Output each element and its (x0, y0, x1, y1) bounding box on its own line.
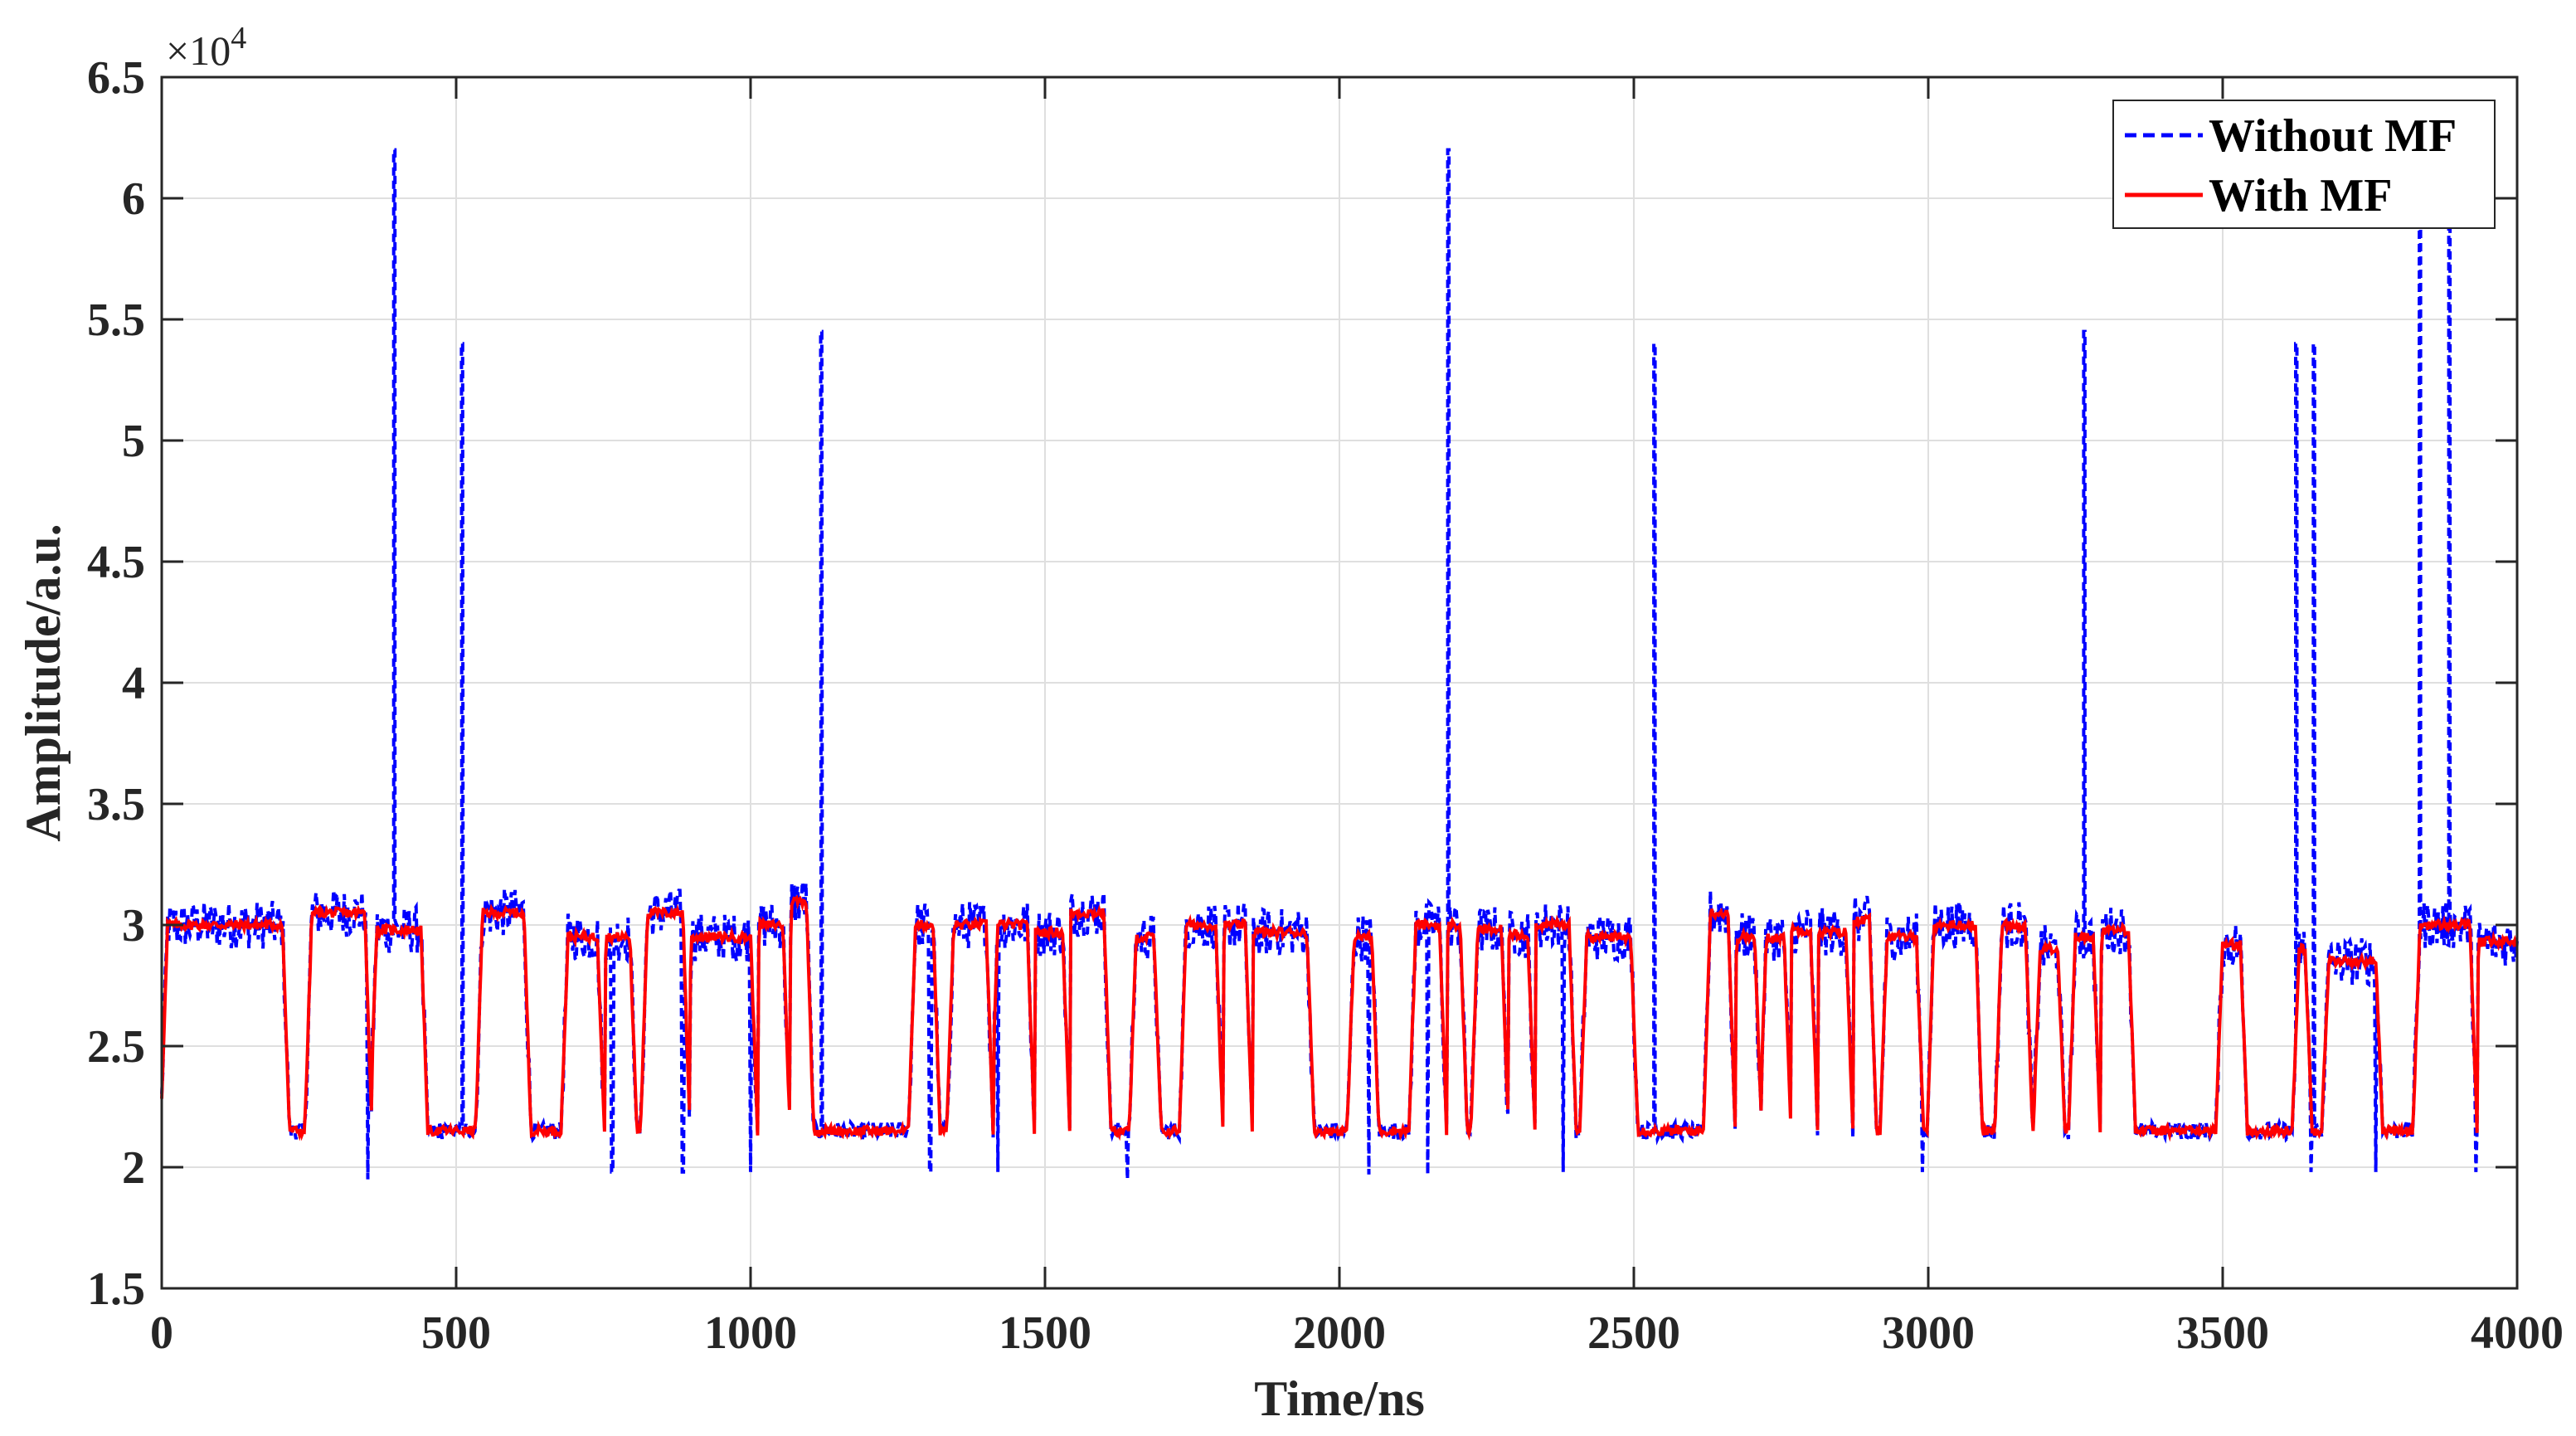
x-tick-label: 500 (421, 1307, 491, 1359)
series-group (160, 148, 2519, 1180)
y-tick-label: 6.5 (87, 52, 145, 104)
legend-box (2112, 100, 2496, 229)
y-tick-label: 5 (122, 416, 145, 467)
y-tick-label: 2.5 (87, 1021, 145, 1073)
legend: Without MF With MF (2112, 100, 2496, 229)
y-tick-label: 4 (122, 658, 145, 709)
y-tick-label: 3 (122, 900, 145, 952)
x-tick-label: 2000 (1293, 1307, 1386, 1359)
x-tick-label: 0 (150, 1307, 173, 1359)
x-tick-label: 1000 (704, 1307, 797, 1359)
ticks (160, 75, 2519, 1290)
legend-label-without-mf: Without MF (2209, 110, 2457, 162)
x-axis-title: Time/ns (1254, 1371, 1425, 1426)
x-tick-label: 3000 (1882, 1307, 1975, 1359)
x-tick-label: 2500 (1587, 1307, 1680, 1359)
x-tick-label: 3500 (2176, 1307, 2269, 1359)
y-axis-title: Amplitude/a.u. (16, 523, 70, 841)
x-tick-label: 1500 (999, 1307, 1091, 1359)
y-exponent: ×104 (166, 21, 246, 74)
y-tick-label: 4.5 (87, 537, 145, 588)
series-with-mf (160, 894, 2519, 1142)
y-tick-label: 5.5 (87, 295, 145, 346)
y-tick-label: 3.5 (87, 779, 145, 830)
x-tick-label: 4000 (2471, 1307, 2564, 1359)
y-tick-label: 6 (122, 173, 145, 225)
tick-labels: 0 500 1000 1500 2000 2500 3000 3500 4000 1.5 2 2.5 3… (87, 52, 2564, 1359)
legend-label-with-mf: With MF (2209, 170, 2392, 221)
y-tick-label: 1.5 (87, 1263, 145, 1315)
y-tick-label: 2 (122, 1142, 145, 1194)
